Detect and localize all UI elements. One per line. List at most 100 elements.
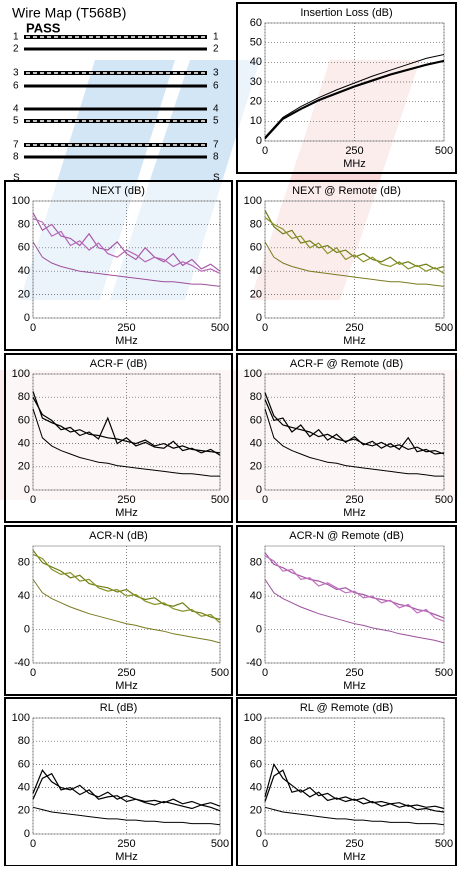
pin-label: 8 [13,152,19,163]
y-tick-label: 100 [244,712,262,724]
x-tick-label: 250 [117,838,135,850]
data-line [32,218,221,275]
pin-label: 8 [213,152,219,163]
pin-label: 1 [213,32,219,43]
y-tick-label: 20 [250,289,262,301]
pin-label: 5 [13,116,19,127]
x-tick-label: 500 [435,838,453,850]
y-tick-label: 60 [18,414,30,426]
x-tick-label: 500 [435,322,453,334]
y-tick-label: 0 [24,312,30,324]
y-tick-label: 40 [18,590,30,602]
y-tick-label: 40 [250,265,262,277]
x-axis-label: MHz [115,507,138,519]
y-tick-label: 80 [18,735,30,747]
y-tick-label: 40 [18,782,30,794]
data-line [32,553,221,624]
data-line [264,555,445,622]
y-tick-label: 20 [18,289,30,301]
y-tick-label: 60 [250,758,262,770]
data-line [32,391,221,454]
y-tick-label: 40 [18,438,30,450]
chart-title: RL (dB) [100,702,138,714]
y-tick-label: 100 [12,368,30,380]
y-tick-label: 0 [24,828,30,840]
y-tick-label: 60 [250,17,262,29]
pin-label: 6 [213,81,219,92]
y-tick-label: 100 [12,195,30,207]
y-tick-label: -40 [246,657,262,669]
y-tick-label: 60 [18,242,30,254]
pin-label: 4 [213,104,219,115]
x-tick-label: 500 [211,838,229,850]
y-tick-label: 80 [18,391,30,403]
x-tick-label: 250 [117,322,135,334]
pin-label: 5 [213,116,219,127]
x-tick-label: 250 [345,322,363,334]
data-line [32,241,221,287]
y-tick-label: 100 [12,712,30,724]
y-tick-label: 0 [256,135,262,147]
pin-label: 7 [13,140,19,151]
data-line [32,772,221,812]
pin-label: 2 [213,44,219,55]
y-tick-label: 40 [18,265,30,277]
x-tick-label: 0 [30,494,36,506]
chart-panel: ACR-F @ Remote (dB) 0 20 40 60 80 100 0 250 500 MH… [236,353,457,523]
y-tick-label: 100 [244,368,262,380]
y-tick-label: 0 [24,484,30,496]
y-tick-label: 60 [18,758,30,770]
data-line [264,762,445,810]
pin-label: 7 [213,140,219,151]
chart-panel: RL (dB) 0 20 40 60 80 100 0 250 500 MHz [4,697,233,867]
y-tick-label: 0 [256,623,262,635]
pin-label: 6 [13,81,19,92]
data-line [264,59,445,139]
chart-panel: NEXT (dB) 0 20 40 60 80 100 0 250 500 MHz [4,180,233,351]
x-tick-label: 0 [262,322,268,334]
x-axis-label: MHz [343,680,366,692]
panel-border [4,180,233,351]
pin-label: S [13,173,20,184]
y-tick-label: 0 [256,484,262,496]
y-tick-label: 80 [250,735,262,747]
data-line [264,54,445,138]
data-line [32,769,221,807]
pin-label: S [213,173,220,184]
chart-panel: NEXT @ Remote (dB) 0 20 40 60 80 100 0 250 500 MHz [236,180,457,351]
x-tick-label: 0 [262,494,268,506]
y-tick-label: 80 [250,391,262,403]
x-axis-label: MHz [343,507,366,519]
data-line [264,579,445,644]
data-line [264,806,445,826]
x-axis-label: MHz [115,851,138,863]
chart-panel: RL @ Remote (dB) 0 20 40 60 80 100 0 250 500 MHz [236,697,457,867]
x-tick-label: 250 [345,494,363,506]
y-tick-label: 40 [250,782,262,794]
chart-title: ACR-N @ Remote (dB) [289,530,403,542]
x-axis-label: MHz [343,158,366,170]
x-tick-label: 0 [30,667,36,679]
y-tick-label: 20 [18,805,30,817]
chart-panel: ACR-F (dB) 0 20 40 60 80 100 0 250 500 MHz [4,353,233,523]
y-tick-label: 40 [250,438,262,450]
y-tick-label: 0 [256,828,262,840]
chart-title: RL @ Remote (dB) [300,702,393,714]
panel-border [236,697,457,867]
wire-map: Wire Map (T568B) PASS 1 12 23 36 64 45 57 78 8S S [12,5,220,184]
y-tick-label: 80 [18,557,30,569]
x-tick-label: 0 [262,838,268,850]
chart-title: NEXT @ Remote (dB) [292,185,401,197]
chart-title: NEXT (dB) [92,185,145,197]
pin-label: 3 [213,68,219,79]
data-line [264,210,445,270]
data-line [264,769,445,813]
chart-title: ACR-F (dB) [90,358,147,370]
x-tick-label: 250 [345,838,363,850]
pin-label: 2 [13,44,19,55]
panel-border [4,697,233,867]
data-line [264,552,445,619]
